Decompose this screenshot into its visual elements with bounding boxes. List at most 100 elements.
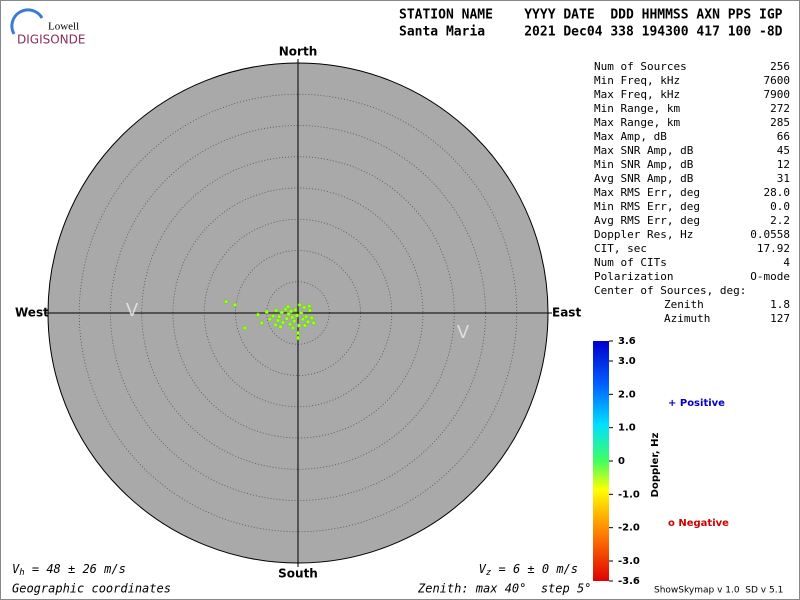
stat-label: Min Range, km [594,102,680,115]
stat-label: Doppler Res, Hz [594,228,693,241]
stat-value: 31 [777,172,790,185]
source-point [242,325,247,331]
logo-top: Lowell [48,21,79,33]
skymap: North South West East V V [15,45,581,581]
colorbar-tick-label: -3.0 [618,556,640,567]
logo-arc [10,8,44,35]
center-value: 127 [770,312,790,325]
stat-label: Max Range, km [594,116,680,129]
source-point [295,335,301,341]
stats-panel: Num of Sources 256 Min Freq, kHz 7600 Max Fr… [594,60,790,325]
colorbar-tick-label: 1.0 [618,423,636,434]
source-point [285,304,291,309]
stat-value: 7900 [764,88,791,101]
dir-south: South [278,567,318,581]
source-point [283,307,288,312]
stat-label: Min RMS Err, deg [594,200,700,213]
stat-label: Max SNR Amp, dB [594,144,694,157]
stat-value: 7600 [764,74,791,87]
dir-west: West [15,306,49,320]
stat-label: Max Freq, kHz [594,88,680,101]
colorbar [593,341,609,581]
vz-text: = 6 ± 0 m/s [491,562,578,576]
vz-sub: z [486,568,491,578]
stat-value: 272 [770,102,790,115]
stat-value: 17.92 [757,242,790,255]
zenith-note: Zenith: max 40° step 5° [417,582,591,596]
vh-text: = 48 ± 26 m/s [25,562,126,576]
stat-label: Num of Sources [594,60,687,73]
source-point [305,319,311,324]
source-point [280,320,286,325]
stat-label: Avg SNR Amp, dB [594,172,694,185]
source-point [293,307,298,312]
source-point [307,304,312,309]
source-point [290,315,295,320]
center-value: 1.8 [770,298,790,311]
logo-bottom: DIGISONDE [17,33,85,47]
source-point [274,308,279,313]
stat-value: 0.0558 [750,228,790,241]
source-point [309,315,314,321]
source-point [232,302,237,307]
source-point [299,310,304,316]
stat-label: Num of CITs [594,256,667,269]
stat-label: Max Amp, dB [594,130,667,143]
stat-value: 45 [777,144,790,157]
source-point [307,308,312,313]
coords-note: Geographic coordinates [12,582,171,596]
center-title: Center of Sources, deg: [594,284,746,297]
source-point [255,312,261,317]
source-point [224,299,229,304]
colorbar-tick-label: 0 [618,456,625,467]
source-point [286,312,291,317]
colorbar-tick-label: -2.0 [618,523,640,534]
stat-value: 12 [777,158,790,171]
source-point [297,302,302,307]
source-point [311,320,316,326]
dir-north: North [279,45,317,59]
source-point [294,313,299,318]
source-point [304,314,309,319]
source-point [270,314,276,319]
stat-value: 28.0 [764,186,791,199]
header-values: Santa Maria 2021 Dec04 338 194300 417 10… [399,25,783,40]
source-point [284,316,289,321]
stat-label: Avg RMS Err, deg [594,214,700,227]
source-point [292,319,297,324]
source-point [278,324,283,329]
source-point [275,318,281,323]
source-point [290,325,296,331]
source-point [287,322,292,327]
source-point [264,309,269,314]
source-point [295,330,301,336]
vh-symbol: V [12,562,20,576]
source-point [289,309,294,314]
stat-value: 256 [770,60,790,73]
source-point [267,317,272,322]
header-labels: STATION NAME YYYY DATE DDD HHMMSS AXN PP… [399,8,783,23]
v-marker: V [126,300,139,321]
colorbar-tick-label: -3.6 [618,576,640,587]
source-point [300,317,306,322]
colorbar-label: Doppler, Hz [650,433,661,498]
colorbar-tick-label: 3.6 [618,336,636,347]
colorbar-tick-label: 3.0 [618,356,636,367]
dir-east: East [552,306,581,320]
stat-label: Min Freq, kHz [594,74,680,87]
stat-value: 0.0 [770,200,790,213]
stat-value: 285 [770,116,790,129]
stat-value: 4 [783,256,790,269]
vh-sub: h [19,568,24,578]
stat-value: 2.2 [770,214,790,227]
v-marker: V [457,322,470,343]
source-point [273,322,278,327]
vz-symbol: V [479,562,487,576]
stat-value: O-mode [750,270,790,283]
source-point [279,310,284,315]
center-label: Azimuth [664,312,710,325]
stat-label: CIT, sec [594,242,647,255]
legend-positive: + Positive [668,398,725,409]
